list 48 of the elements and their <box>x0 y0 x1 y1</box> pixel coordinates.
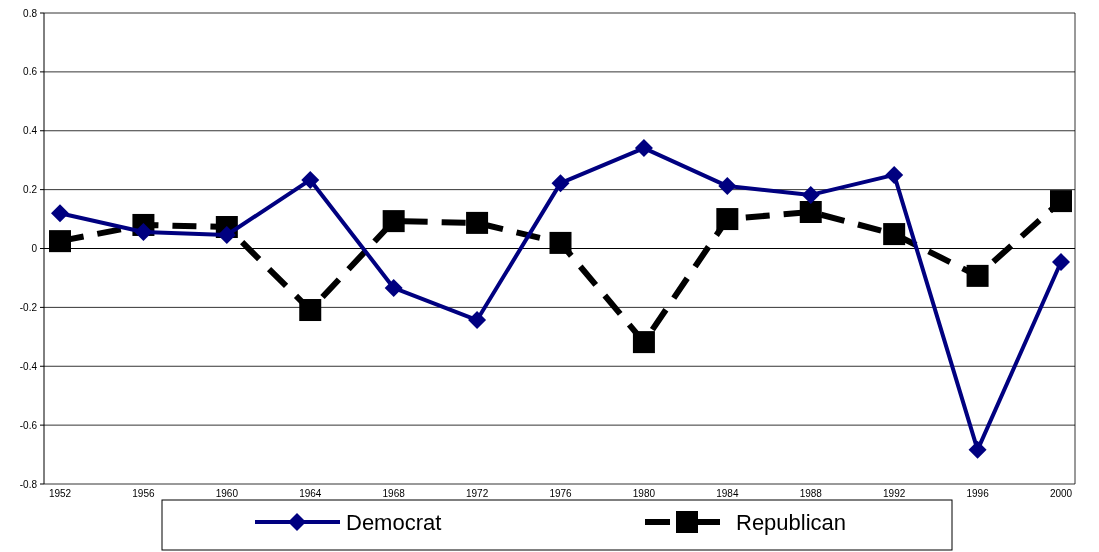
legend-label: Republican <box>736 510 847 535</box>
x-tick-label: 1984 <box>716 488 739 499</box>
point <box>632 331 655 354</box>
y-tick-label: 0.2 <box>23 184 38 196</box>
point <box>549 231 572 254</box>
x-tick-label: 1964 <box>299 488 322 499</box>
y-tick-label: -0.6 <box>19 419 38 431</box>
point <box>801 185 820 204</box>
y-tick-label: 0.8 <box>23 7 38 19</box>
point <box>299 299 322 322</box>
point <box>382 210 405 233</box>
point <box>217 225 236 244</box>
x-tick-label: 1988 <box>799 488 823 499</box>
point <box>1052 253 1070 272</box>
x-tick-label: 1980 <box>632 488 656 499</box>
point <box>384 278 403 297</box>
point <box>966 264 989 287</box>
point <box>1050 190 1072 213</box>
point <box>718 177 737 196</box>
x-tick-label: 1976 <box>549 488 573 499</box>
point <box>716 208 739 231</box>
x-tick-label: 2000 <box>1049 488 1073 499</box>
point <box>551 174 570 193</box>
point <box>301 170 320 189</box>
point <box>51 204 69 223</box>
point <box>49 230 71 253</box>
point <box>883 223 906 246</box>
point <box>799 201 822 223</box>
x-tick-label: 1972 <box>465 488 489 499</box>
y-tick-label: -0.2 <box>19 301 38 313</box>
point <box>466 211 489 234</box>
point <box>885 165 904 184</box>
y-tick-label: -0.4 <box>19 360 38 372</box>
y-tick-label: -0.8 <box>19 478 38 490</box>
y-tick-label: 0.4 <box>23 125 38 137</box>
y-tick-label: 0 <box>31 243 38 254</box>
x-tick-label: 1996 <box>966 488 990 499</box>
x-tick-label: 1960 <box>215 488 239 499</box>
y-tick-label: 0.6 <box>23 66 38 78</box>
point <box>134 223 153 242</box>
x-tick-label: 1968 <box>382 488 406 499</box>
legend-label: Democrat <box>346 510 442 535</box>
point <box>468 311 487 330</box>
x-tick-label: 1992 <box>883 488 906 499</box>
x-tick-label: 1956 <box>132 488 155 499</box>
x-tick-label: 1952 <box>48 488 72 499</box>
point <box>968 440 987 459</box>
point <box>634 139 653 158</box>
